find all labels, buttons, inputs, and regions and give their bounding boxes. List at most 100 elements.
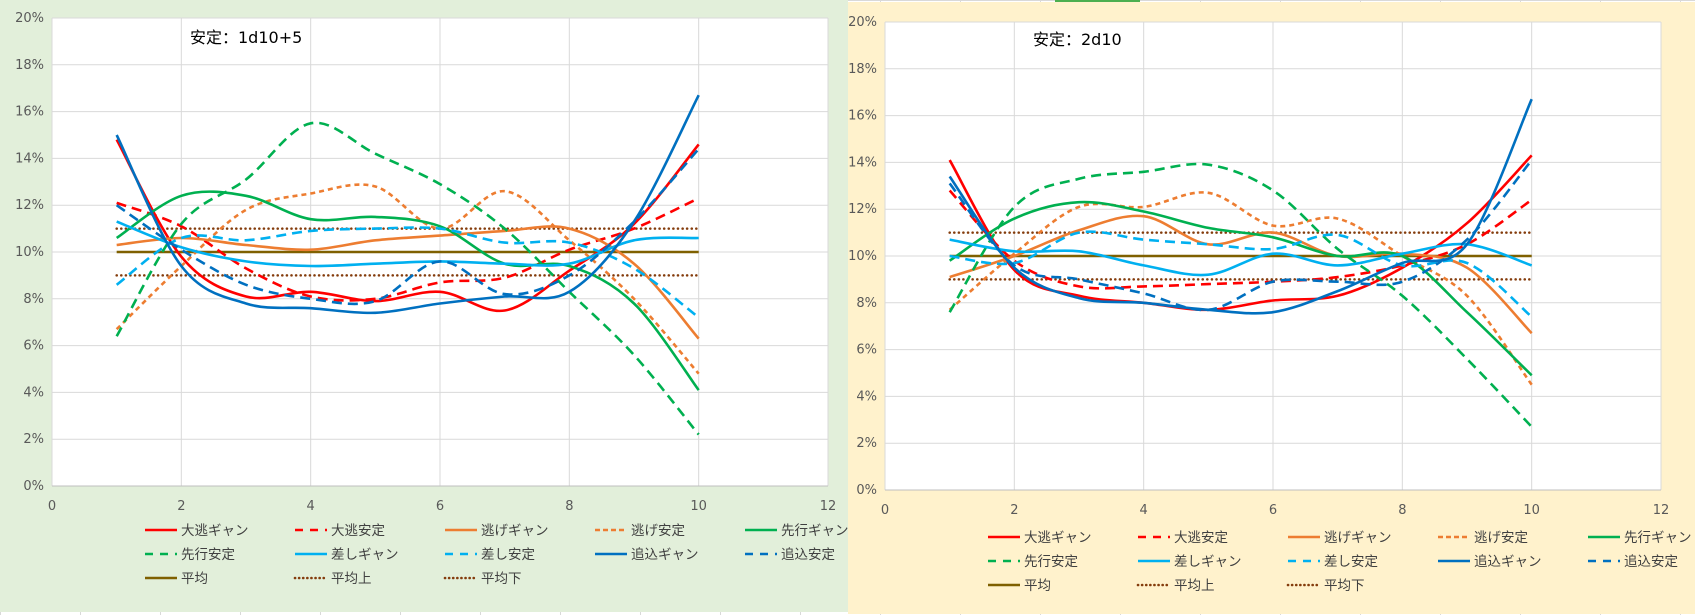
series-line-8[interactable]	[948, 98, 1533, 315]
x-tick-label: 12	[1653, 503, 1670, 518]
y-tick-label: 2%	[23, 432, 44, 447]
y-tick-label: 0%	[856, 483, 877, 498]
legend-label: 先行ギャン	[1624, 530, 1692, 546]
y-tick-label: 0%	[23, 479, 44, 494]
legend-label: 平均下	[481, 571, 522, 587]
legend-item[interactable]: 平均上	[1136, 578, 1215, 594]
y-tick-label: 16%	[15, 105, 44, 120]
line-chart-1d10: 0% 2% 4% 6% 8% 10% 12% 14% 16% 18% 20% 0 2 4 6 8 10 12 安定：…	[15, 11, 849, 587]
series-line-5[interactable]	[948, 162, 1533, 428]
legend-item[interactable]: 追込ギャン	[1438, 554, 1542, 570]
legend-item[interactable]: 逃げギャン	[445, 523, 549, 539]
chart-panel-1d10[interactable]: 0% 2% 4% 6% 8% 10% 12% 14% 16% 18% 20% 0 2 4 6 8 10 12 安定：…	[0, 0, 849, 612]
x-tick-label: 8	[565, 499, 573, 514]
x-tick-label: 4	[1140, 503, 1148, 518]
y-tick-label: 4%	[856, 389, 877, 404]
y-tick-label: 8%	[856, 296, 877, 311]
legend-label: 追込安定	[1624, 554, 1678, 570]
legend-label: 平均上	[1174, 578, 1215, 594]
x-tick-label: 2	[177, 499, 185, 514]
legend-item[interactable]: 差しギャン	[295, 547, 399, 563]
series-line-9[interactable]	[948, 159, 1533, 312]
y-tick-label: 16%	[848, 109, 877, 124]
series-line-7[interactable]	[949, 230, 1533, 318]
series-line-7[interactable]	[115, 226, 700, 319]
chart-panel-2d10[interactable]: 0% 2% 4% 6% 8% 10% 12% 14% 16% 18% 20% 0 2 4 6 8 10 12 安定：…	[848, 2, 1695, 614]
x-tick-label: 2	[1010, 503, 1018, 518]
x-tick-label: 0	[881, 503, 889, 518]
legend-item[interactable]: 大逃ギャン	[988, 530, 1092, 546]
legend-item[interactable]: 差しギャン	[1138, 554, 1242, 570]
legend-item[interactable]: 逃げギャン	[1288, 530, 1392, 546]
x-tick-label: 8	[1398, 503, 1406, 518]
legend-label: 先行ギャン	[781, 523, 849, 539]
series-line-0[interactable]	[115, 139, 700, 313]
legend-item[interactable]: 平均	[988, 578, 1051, 594]
series-line-4[interactable]	[115, 190, 700, 391]
series-line-1[interactable]	[948, 189, 1533, 290]
x-tick-label: 0	[48, 499, 56, 514]
legend-label: 先行安定	[181, 547, 235, 563]
legend-item[interactable]: 平均上	[293, 571, 372, 587]
series-line-2[interactable]	[949, 214, 1533, 335]
series-line-8[interactable]	[115, 94, 700, 315]
y-tick-label: 10%	[848, 249, 877, 264]
legend-item[interactable]: 先行ギャン	[1588, 530, 1692, 546]
legend-item[interactable]: 平均	[145, 571, 208, 587]
series-line-9[interactable]	[115, 148, 700, 306]
y-tick-label: 6%	[23, 339, 44, 354]
series-line-2[interactable]	[116, 225, 700, 340]
x-tick-label: 6	[436, 499, 444, 514]
legend-item[interactable]: 追込ギャン	[595, 547, 699, 563]
legend-label: 差しギャン	[1174, 554, 1242, 570]
legend-item[interactable]: 大逃安定	[1138, 530, 1228, 546]
legend-item[interactable]: 先行安定	[145, 547, 235, 563]
y-tick-label: 4%	[23, 385, 44, 400]
legend-label: 先行安定	[1024, 554, 1078, 570]
series-line-5[interactable]	[115, 121, 700, 436]
y-tick-label: 12%	[848, 202, 877, 217]
series-line-3[interactable]	[948, 191, 1533, 386]
y-tick-label: 20%	[848, 15, 877, 30]
legend-item[interactable]: 大逃安定	[295, 523, 385, 539]
y-tick-label: 14%	[15, 151, 44, 166]
series-line-6[interactable]	[949, 238, 1533, 277]
series-line-1[interactable]	[116, 197, 700, 302]
legend-label: 逃げ安定	[631, 523, 685, 539]
y-tick-label: 18%	[848, 62, 877, 77]
legend-label: 大逃ギャン	[1024, 530, 1092, 546]
legend-item[interactable]: 先行ギャン	[745, 523, 849, 539]
x-tick-label: 4	[307, 499, 315, 514]
legend-item[interactable]: 平均下	[1286, 578, 1365, 594]
legend-label: 大逃安定	[331, 523, 385, 539]
legend-item[interactable]: 大逃ギャン	[145, 523, 249, 539]
chart-title: 安定：1d10+5	[190, 28, 302, 47]
y-tick-label: 14%	[848, 155, 877, 170]
legend-item[interactable]: 先行安定	[988, 554, 1078, 570]
legend-label: 逃げギャン	[1324, 530, 1392, 546]
series-line-4[interactable]	[948, 200, 1533, 377]
y-tick-label: 12%	[15, 198, 44, 213]
legend-item[interactable]: 追込安定	[1588, 554, 1678, 570]
legend-label: 平均	[1024, 578, 1051, 594]
legend-item[interactable]: 逃げ安定	[595, 523, 685, 539]
y-tick-label: 6%	[856, 343, 877, 358]
legend-label: 差し安定	[1324, 554, 1378, 570]
x-tick-label: 6	[1269, 503, 1277, 518]
x-tick-label: 10	[1523, 503, 1540, 518]
legend-item[interactable]: 追込安定	[745, 547, 835, 563]
legend-label: 差しギャン	[331, 547, 399, 563]
legend-item[interactable]: 差し安定	[1288, 554, 1378, 570]
legend-item[interactable]: 差し安定	[445, 547, 535, 563]
y-tick-label: 20%	[15, 11, 44, 26]
legend-item[interactable]: 逃げ安定	[1438, 530, 1528, 546]
legend-label: 平均下	[1324, 578, 1365, 594]
legend-label: 追込安定	[781, 547, 835, 563]
legend-item[interactable]: 平均下	[443, 571, 522, 587]
line-chart-2d10: 0% 2% 4% 6% 8% 10% 12% 14% 16% 18% 20% 0 2 4 6 8 10 12 安定：…	[848, 15, 1692, 594]
legend-label: 平均	[181, 571, 208, 587]
legend-label: 追込ギャン	[631, 547, 699, 563]
legend-label: 大逃安定	[1174, 530, 1228, 546]
legend-label: 差し安定	[481, 547, 535, 563]
y-tick-label: 2%	[856, 436, 877, 451]
